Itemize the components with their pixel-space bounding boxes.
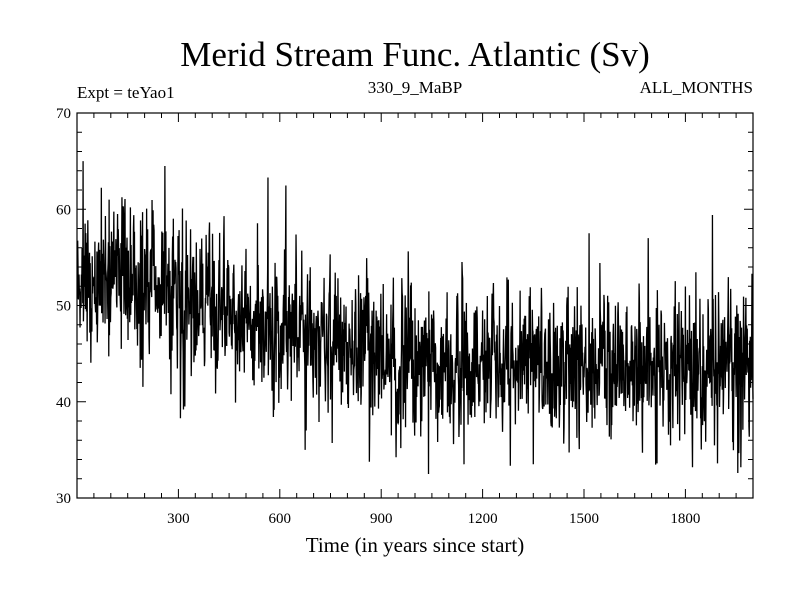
y-tick-label: 50 xyxy=(56,299,71,315)
x-tick-label: 1500 xyxy=(569,511,599,527)
period-label: 330_9_MaBP xyxy=(368,78,462,97)
x-tick-label: 300 xyxy=(167,511,190,527)
plot-frame xyxy=(76,112,754,499)
x-axis-label: Time (in years since start) xyxy=(306,533,525,557)
x-tick-label: 900 xyxy=(370,511,393,527)
series-layer xyxy=(76,161,754,474)
y-tick-label: 70 xyxy=(56,106,71,122)
months-label: ALL_MONTHS xyxy=(640,78,753,97)
axis-ticks: 300 600 900 1200 1500 1800 30 40 50 60 70 xyxy=(56,106,753,527)
x-tick-label: 1200 xyxy=(468,511,498,527)
x-tick-label: 600 xyxy=(269,511,292,527)
y-tick-label: 60 xyxy=(56,202,71,218)
chart-title: Merid Stream Func. Atlantic (Sv) xyxy=(180,35,650,74)
series-line xyxy=(76,161,754,474)
x-tick-label: 1800 xyxy=(670,511,700,527)
y-tick-label: 40 xyxy=(56,395,71,411)
experiment-label: Expt = teYao1 xyxy=(77,83,175,102)
y-tick-label: 30 xyxy=(56,491,71,507)
